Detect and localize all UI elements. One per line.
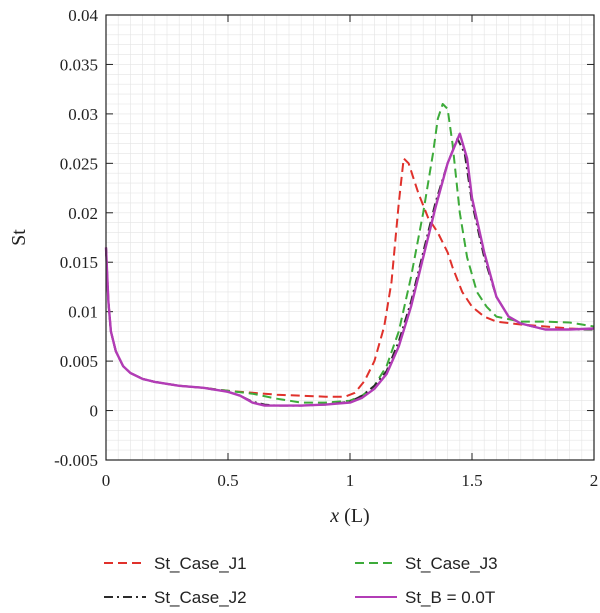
grid-lines [105,14,595,461]
legend-label: St_B = 0.0T [405,588,495,607]
legend: St_Case_J1 St_Case_J2 St_Case_J3 St_B = 0.0… [104,554,498,607]
x-tick-label: 1 [346,471,355,490]
y-tick-label: 0.035 [60,55,98,74]
tick-labels: 0 0.5 1 1.5 2-0.00500.0050.010.0150.020.0250… [54,6,598,490]
y-tick-label: 0.04 [68,6,98,25]
y-tick-label: 0.01 [68,303,98,322]
y-tick-label: 0.005 [60,352,98,371]
y-tick-label: 0.015 [60,253,98,272]
legend-label: St_Case_J2 [154,588,247,607]
x-axis-title: x (L) [329,505,369,527]
legend-label: St_Case_J1 [154,554,247,573]
x-axis-title-unit: (L) [339,505,370,527]
series-line-st-b-0-0t [104,132,595,407]
y-tick-label: -0.005 [54,451,98,470]
series-lines [104,103,595,407]
plot-frame [105,14,595,461]
y-tick-label: 0.03 [68,105,98,124]
x-tick-label: 2 [590,471,599,490]
legend-label: St_Case_J3 [405,554,498,573]
y-tick-label: 0.025 [60,154,98,173]
x-tick-label: 1.5 [461,471,482,490]
x-tick-label: 0.5 [217,471,238,490]
x-tick-label: 0 [102,471,111,490]
y-tick-label: 0 [90,402,99,421]
series-line-st-case-j2 [105,137,594,407]
y-axis-title: St [8,229,30,246]
x-axis-title-main: x [329,505,339,527]
y-tick-label: 0.02 [68,204,98,223]
